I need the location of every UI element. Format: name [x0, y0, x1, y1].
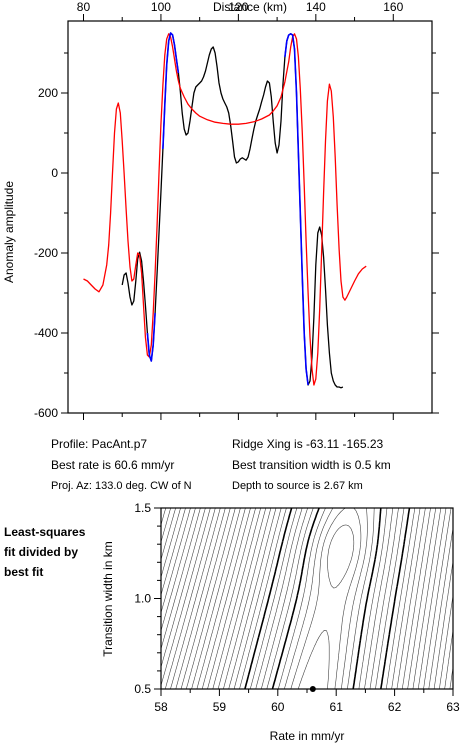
contour-line	[233, 507, 421, 690]
contour-line	[175, 507, 454, 690]
contour-line	[284, 507, 368, 690]
contour-line	[297, 524, 355, 690]
contour-line	[160, 507, 171, 543]
contour-line	[186, 507, 454, 690]
x-tick-label: 140	[306, 0, 326, 14]
contour-lines	[160, 507, 454, 690]
x-tick-label: 160	[383, 0, 403, 14]
profile-series	[83, 32, 367, 389]
contour-line	[191, 507, 454, 690]
contour-line	[207, 507, 447, 690]
contour-line	[160, 507, 186, 595]
x-tick-label: 58	[154, 700, 168, 714]
y-tick-label: 1.0	[134, 592, 151, 606]
contour-caption-line: best fit	[4, 565, 44, 579]
x-tick-label: 59	[213, 700, 227, 714]
x-tick-label: 120	[228, 0, 248, 14]
y-tick-label: 0.5	[134, 682, 151, 696]
contour-line	[223, 507, 431, 690]
contour-line	[160, 507, 196, 631]
contour-line	[255, 507, 399, 690]
contour-line	[250, 507, 405, 690]
contour-caption-line: Least-squares	[4, 525, 86, 539]
contour-line	[244, 507, 411, 690]
best-fit-marker	[309, 686, 316, 692]
profile-ticks: 80 100 120 140 160 200 0 -200 -400 -600	[34, 0, 439, 420]
model-anomaly-line	[83, 33, 367, 386]
contour-plot-frame	[160, 507, 454, 690]
fit-window-segment	[162, 32, 180, 150]
contour-x-axis-label: Rate in mm/yr	[270, 729, 345, 743]
best-transition-width: Best transition width is 0.5 km	[232, 458, 391, 472]
ridge-crossing: Ridge Xing is -63.11 -165.23	[232, 437, 384, 451]
y-tick-label: 1.5	[134, 501, 151, 515]
contour-y-axis-label: Transition width in km	[101, 541, 115, 657]
contour-line	[217, 507, 437, 690]
x-tick-label: 60	[271, 700, 285, 714]
contour-line	[228, 507, 426, 690]
profile-plot-frame	[67, 20, 433, 414]
fit-window-segment	[146, 312, 156, 362]
contour-caption-line: fit divided by	[4, 545, 79, 559]
projection-azimuth: Proj. Az: 133.0 deg. CW of N	[51, 480, 192, 492]
x-tick-label: 61	[330, 700, 344, 714]
contour-ticks: 58 59 60 61 62 63 1.5 1.0 0.5	[134, 501, 460, 714]
y-tick-label: -400	[34, 326, 58, 340]
contour-line	[196, 507, 454, 690]
x-tick-label: 62	[388, 700, 402, 714]
x-tick-label: 80	[77, 0, 91, 14]
contour-line	[266, 507, 388, 690]
contour-line	[160, 507, 181, 578]
y-tick-label: 0	[51, 166, 58, 180]
contour-line	[278, 507, 375, 690]
profile-y-axis-label: Anomaly amplitude	[2, 181, 16, 283]
profile-name: Profile: PacAnt.p7	[51, 437, 148, 451]
misfit-contour-chart: 58 59 60 61 62 63 1.5 1.0 0.5 Rate in mm/yr Tran…	[101, 501, 460, 743]
contour-line	[160, 507, 201, 649]
contour-line	[271, 507, 382, 690]
y-tick-label: -600	[34, 406, 58, 420]
contour-line	[260, 507, 394, 690]
contour-line	[180, 507, 454, 690]
contour-line	[160, 507, 167, 525]
contour-line	[290, 507, 362, 690]
fit-window-segment	[284, 33, 309, 386]
contour-line	[239, 507, 416, 690]
x-tick-label: 100	[151, 0, 171, 14]
contour-caption: Least-squares fit divided by best fit	[4, 522, 85, 582]
y-tick-label: 200	[38, 86, 58, 100]
depth-to-source: Depth to source is 2.67 km	[232, 480, 363, 492]
profile-chart: 80 100 120 140 160 200 0 -200 -400 -600 Distance …	[2, 0, 439, 420]
contour-line	[212, 507, 442, 690]
best-rate-text: Best rate is 60.6 mm/yr	[51, 458, 175, 472]
profile-x-axis-label: Distance (km)	[213, 0, 287, 14]
x-tick-label: 63	[446, 700, 460, 714]
y-tick-label: -200	[34, 246, 58, 260]
contour-line	[164, 507, 216, 690]
